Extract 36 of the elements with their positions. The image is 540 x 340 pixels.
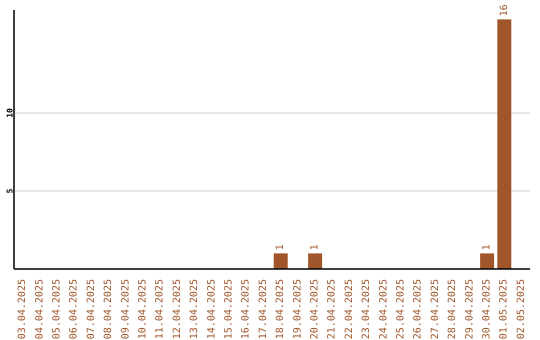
x-tick-label: 04.04.2025 [34,279,46,340]
x-tick-label: 14.04.2025 [206,279,218,340]
x-tick-label: 06.04.2025 [68,279,80,340]
x-tick-label: 22.04.2025 [344,279,355,340]
x-tick-label: 09.04.2025 [120,279,132,340]
x-tick-label: 25.04.2025 [396,279,406,340]
x-tick-label: 27.04.2025 [430,279,441,340]
x-tick-label: 10.04.2025 [138,279,148,340]
x-tick-label: 18.04.2025 [275,279,286,340]
x-tick-label: 23.04.2025 [361,279,372,340]
x-tick-label: 30.04.2025 [482,279,492,340]
y-tick-label: 10 [6,108,14,118]
x-tick-label: 17.04.2025 [258,279,269,340]
x-tick-label: 28.04.2025 [447,279,458,340]
data-label: 1 [275,244,286,250]
x-tick-label: 13.04.2025 [189,279,200,340]
data-label: 16 [498,4,510,16]
x-tick-label: 11.04.2025 [154,279,166,340]
x-tick-label: 26.04.2025 [412,279,424,340]
x-tick-label: 07.04.2025 [86,279,97,340]
x-tick-label: 02.05.2025 [516,279,527,340]
data-label: 1 [482,244,493,250]
x-tick-label: 24.04.2025 [378,279,390,340]
y-tick-label: 5 [6,188,14,194]
x-tick-label: 21.04.2025 [326,279,338,340]
x-tick-label: 20.04.2025 [310,279,320,340]
x-tick-label: 15.04.2025 [224,279,234,340]
x-tick-label: 12.04.2025 [172,279,183,340]
x-tick-label: 29.04.2025 [464,279,476,340]
x-tick-label: 01.05.2025 [498,279,510,340]
x-tick-label: 03.04.2025 [17,279,28,340]
x-tick-label: 16.04.2025 [240,279,252,340]
x-tick-label: 05.04.2025 [52,279,62,340]
data-label: 1 [310,244,321,250]
x-tick-label: 08.04.2025 [103,279,114,340]
x-tick-label: 19.04.2025 [292,279,304,340]
